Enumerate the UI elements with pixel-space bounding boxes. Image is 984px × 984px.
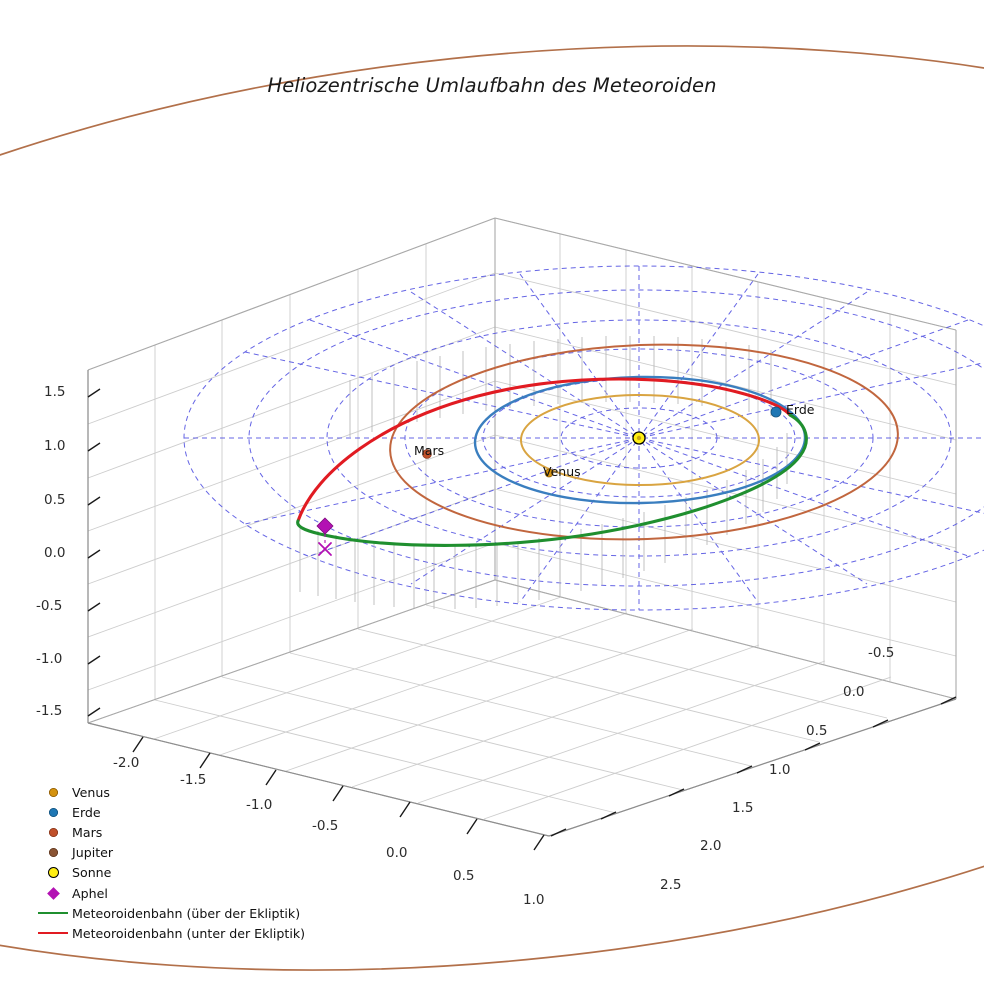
erde-marker (770, 406, 782, 418)
z-axis-ticks (87, 388, 101, 717)
erde-marker-icon (34, 807, 72, 817)
x-axis-spine (87, 722, 550, 837)
orbit-stem-lines (299, 336, 788, 609)
mars-marker-icon (34, 827, 72, 837)
legend-item-jupiter[interactable]: Jupiter (34, 843, 334, 863)
aphel-marker (316, 517, 334, 535)
legend-label: Meteoroidenbahn (unter der Ekliptik) (72, 925, 306, 941)
venus-marker-icon (34, 787, 72, 797)
venus-marker (544, 468, 554, 478)
legend-label: Meteoroidenbahn (über der Ekliptik) (72, 905, 301, 921)
legend-label: Venus (72, 784, 110, 800)
legend-item-sonne[interactable]: Sonne (34, 863, 334, 883)
y-axis-spine (548, 698, 957, 837)
legend-item-mars[interactable]: Mars (34, 822, 334, 842)
plot-legend: Venus Erde Mars Jupiter Sonne (34, 782, 334, 944)
meteoroid-orbit-above-ecliptic (296, 413, 808, 547)
red-line-icon (34, 932, 72, 935)
legend-item-erde[interactable]: Erde (34, 802, 334, 822)
legend-label: Sonne (72, 865, 112, 881)
meteoroid-orbit-below-ecliptic (296, 377, 792, 523)
legend-label: Erde (72, 804, 101, 820)
legend-item-aphel[interactable]: Aphel (34, 883, 334, 903)
legend-label: Mars (72, 824, 103, 840)
aphel-marker-icon (34, 886, 72, 900)
legend-label: Jupiter (72, 845, 114, 861)
mars-orbit (389, 343, 899, 541)
legend-label: Aphel (72, 885, 108, 901)
venus-orbit (520, 394, 760, 486)
legend-item-meteoroid-above[interactable]: Meteoroidenbahn (über der Ekliptik) (34, 903, 334, 923)
legend-item-venus[interactable]: Venus (34, 782, 334, 802)
sonne-marker-icon (34, 867, 72, 879)
legend-item-meteoroid-below[interactable]: Meteoroidenbahn (unter der Ekliptik) (34, 923, 334, 943)
green-line-icon (34, 912, 72, 915)
sonne-marker (632, 431, 646, 445)
y-axis-ticks (550, 696, 957, 837)
aphel-projection-x-marker (318, 542, 332, 556)
x-axis-ticks (132, 736, 545, 851)
jupiter-marker-icon (34, 848, 72, 858)
mars-marker (422, 449, 432, 459)
